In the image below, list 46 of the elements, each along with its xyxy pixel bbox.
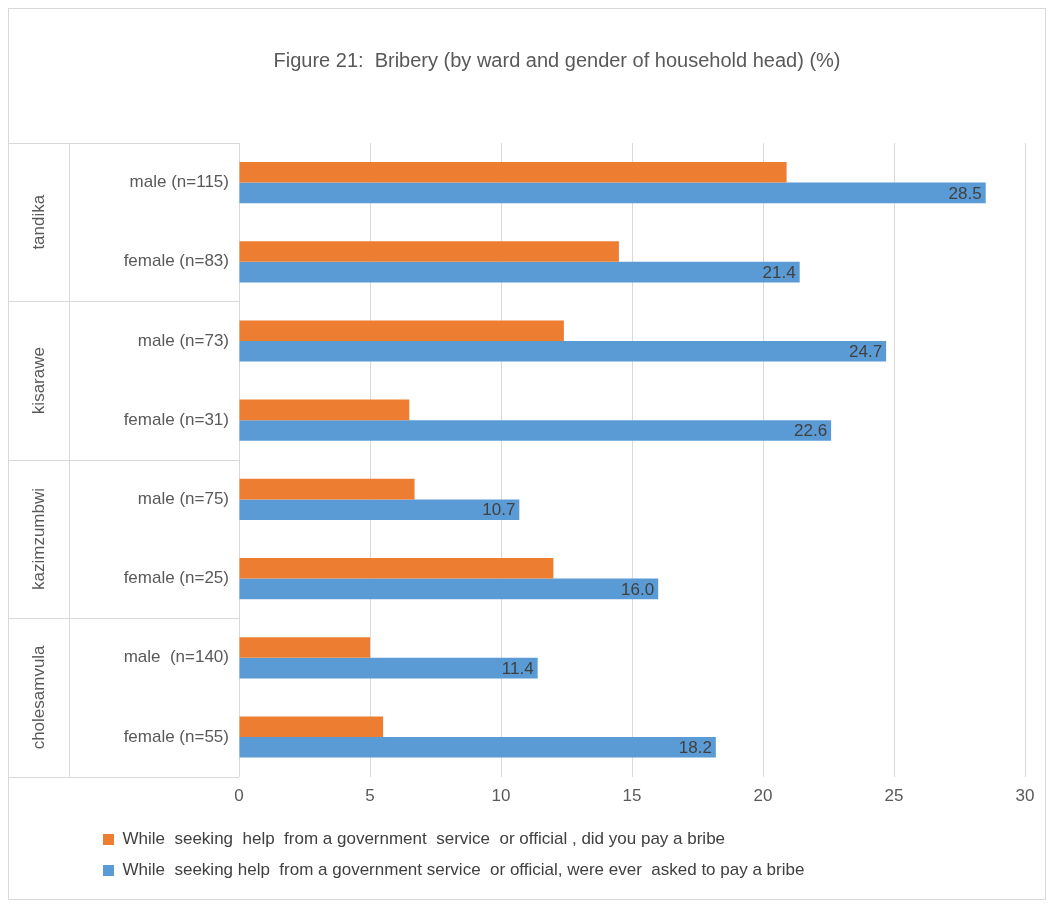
bar [239, 499, 520, 520]
text: tandika [28, 194, 48, 250]
y-tick-label: female (n=31) [123, 409, 229, 429]
x-tick-label: 15 [622, 786, 642, 806]
bar [239, 478, 415, 500]
text: kisarawe [28, 347, 48, 415]
bar [239, 162, 787, 183]
data-label: 16.0 [621, 579, 655, 599]
x-tick-label: 10 [491, 786, 511, 806]
data-label: 21.4 [762, 262, 796, 282]
bar [239, 657, 538, 679]
data-label: 28.5 [948, 183, 982, 203]
text: kazimzumbwi [28, 487, 48, 591]
y-tick-label: male (n=140) [123, 647, 229, 667]
data-label: 24.7 [849, 341, 883, 361]
bar [239, 341, 887, 362]
legend-label: While seeking help from a government service or official, were ever asked to pay a bribe [122, 860, 805, 880]
y-tick-label: female (n=55) [123, 726, 229, 746]
bar [239, 399, 410, 421]
bar [239, 558, 554, 579]
y-tick-label: female (n=83) [123, 251, 229, 271]
data-label: 11.4 [501, 658, 534, 678]
bar [239, 716, 384, 737]
bar [239, 420, 832, 441]
data-label: 10.7 [482, 500, 516, 520]
text: cholesamvula [28, 644, 48, 750]
y-tick-label: male (n=75) [137, 489, 229, 509]
y-tick-label: female (n=25) [123, 568, 229, 588]
x-tick-label: 30 [1015, 786, 1035, 806]
y-tick-label: male (n=115) [129, 172, 229, 192]
bar [239, 637, 370, 658]
legend-label: While seeking help from a government service or official , did you pay a bribe [122, 829, 726, 849]
x-tick-label: 20 [753, 786, 773, 806]
x-tick-label: 25 [884, 786, 904, 806]
bar [239, 320, 564, 341]
bar [239, 578, 659, 600]
data-label: 18.2 [678, 737, 712, 757]
y-tick-label: male (n=73) [137, 330, 229, 350]
bar [239, 241, 619, 262]
data-label: 22.6 [794, 421, 828, 441]
bar [239, 737, 716, 758]
chart-title: Figure 21: Bribery (by ward and gender of household head) (%) [273, 48, 841, 71]
bar [239, 261, 800, 283]
bar [239, 182, 986, 204]
x-tick-label: 5 [365, 786, 375, 806]
x-tick-label: 0 [234, 786, 244, 806]
